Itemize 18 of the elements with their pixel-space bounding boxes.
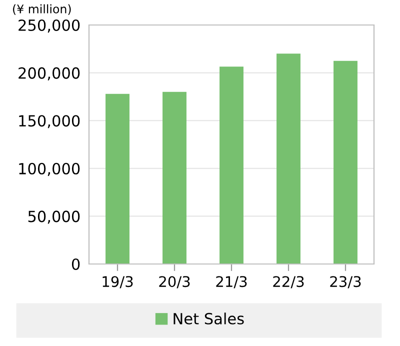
bar	[162, 92, 186, 264]
y-tick-label: 50,000	[28, 210, 80, 224]
y-tick-label: 150,000	[19, 115, 80, 128]
x-tick-label: 19/3	[102, 276, 133, 288]
x-tick-label: 23/3	[330, 276, 361, 288]
y-tick-label: 250,000	[18, 19, 80, 33]
x-tick-label: 20/3	[159, 276, 190, 288]
y-tick-label: 0	[72, 258, 80, 270]
y-tick-label: 100,000	[19, 162, 80, 176]
bar	[106, 94, 130, 264]
bar	[220, 66, 244, 264]
legend-label: Net Sales	[174, 312, 244, 324]
x-tick-label: 21/3	[216, 276, 247, 288]
bar	[276, 54, 300, 264]
bar	[334, 60, 358, 264]
y-tick-label: 200,000	[18, 67, 80, 80]
y-axis-title: (¥ million)	[13, 4, 71, 15]
x-tick-label: 22/3	[273, 276, 304, 288]
